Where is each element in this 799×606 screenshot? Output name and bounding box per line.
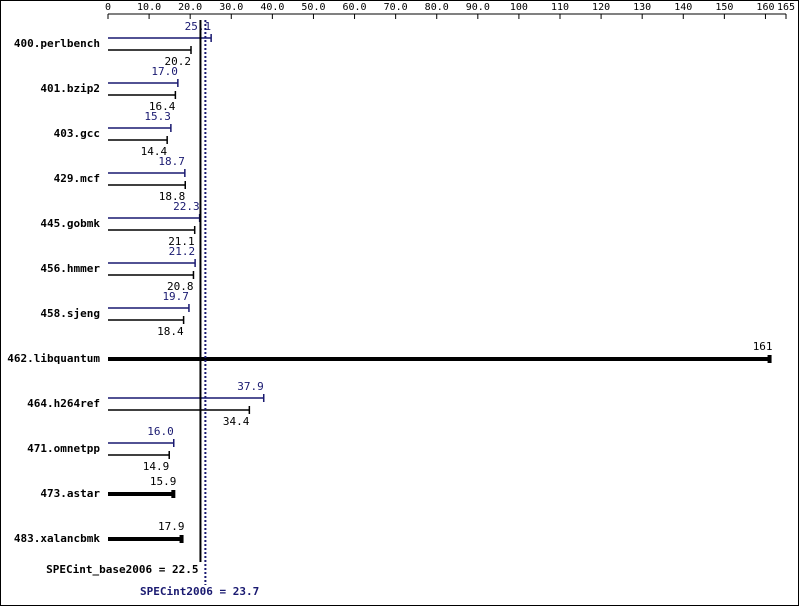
- value-label: 18.7: [158, 155, 185, 168]
- value-label: 17.0: [151, 65, 178, 78]
- value-label: 18.4: [157, 325, 184, 338]
- x-tick-label: 10.0: [137, 2, 161, 13]
- category-label: 473.astar: [40, 487, 100, 500]
- bar: [108, 304, 190, 312]
- value-label: 14.4: [141, 145, 168, 158]
- category-label: 403.gcc: [54, 127, 100, 140]
- x-tick-label: 40.0: [260, 2, 284, 13]
- category-label: 445.gobmk: [40, 217, 100, 230]
- category-label: 462.libquantum: [7, 352, 100, 365]
- bar: [108, 406, 251, 414]
- x-tick-label: 100: [510, 2, 528, 13]
- bar: [108, 79, 179, 87]
- value-label: 20.8: [167, 280, 194, 293]
- value-label: 19.7: [162, 290, 189, 303]
- value-label: 21.1: [168, 235, 195, 248]
- value-label: 20.2: [165, 55, 192, 68]
- x-tick-label: 20.0: [178, 2, 202, 13]
- bar: [108, 124, 172, 132]
- value-label: 34.4: [223, 415, 250, 428]
- category-label: 483.xalancbmk: [14, 532, 100, 545]
- x-tick-label: 130: [633, 2, 651, 13]
- category-label: 458.sjeng: [40, 307, 100, 320]
- value-label: 17.9: [158, 520, 185, 533]
- x-tick-label: 80.0: [425, 2, 449, 13]
- value-label: 37.9: [237, 380, 264, 393]
- bar: [108, 394, 265, 402]
- value-label: 21.2: [169, 245, 196, 258]
- x-tick-label: 0: [105, 2, 111, 13]
- bar: [108, 136, 168, 144]
- x-tick-label: 120: [592, 2, 610, 13]
- bar: [108, 181, 187, 189]
- bar: [108, 226, 196, 234]
- value-label: 14.9: [143, 460, 170, 473]
- category-label: 464.h264ref: [27, 397, 100, 410]
- value-label: 16.0: [147, 425, 174, 438]
- value-label: 15.9: [150, 475, 177, 488]
- x-tick-label: 60.0: [342, 2, 366, 13]
- bar: [108, 34, 212, 42]
- x-tick-label: 160: [756, 2, 774, 13]
- bar: [108, 439, 175, 447]
- bar: [108, 271, 195, 279]
- bar: [108, 535, 184, 543]
- bar: [108, 91, 177, 99]
- category-label: 456.hmmer: [40, 262, 100, 275]
- x-tick-label: 30.0: [219, 2, 243, 13]
- bar: [108, 316, 185, 324]
- category-label: 429.mcf: [54, 172, 100, 185]
- value-label: 16.4: [149, 100, 176, 113]
- x-tick-label: 70.0: [384, 2, 408, 13]
- bar: [108, 46, 192, 54]
- x-tick-label: 90.0: [466, 2, 490, 13]
- bar: [108, 490, 176, 498]
- category-label: 401.bzip2: [40, 82, 100, 95]
- category-label: 400.perlbench: [14, 37, 100, 50]
- bar: [108, 259, 196, 267]
- bar: [108, 355, 772, 363]
- x-tick-label: 150: [715, 2, 733, 13]
- value-label: 161: [753, 340, 773, 353]
- x-tick-label: 50.0: [301, 2, 325, 13]
- bar: [108, 451, 170, 459]
- reference-label: SPECint_base2006 = 22.5: [46, 563, 198, 576]
- value-label: 15.3: [144, 110, 171, 123]
- reference-label: SPECint2006 = 23.7: [140, 585, 259, 598]
- x-tick-label: 165: [777, 2, 795, 13]
- value-label: 18.8: [159, 190, 186, 203]
- x-tick-label: 140: [674, 2, 692, 13]
- category-label: 471.omnetpp: [27, 442, 100, 455]
- x-tick-label: 110: [551, 2, 569, 13]
- bar: [108, 169, 186, 177]
- value-label: 25.1: [185, 20, 212, 33]
- value-label: 22.3: [173, 200, 200, 213]
